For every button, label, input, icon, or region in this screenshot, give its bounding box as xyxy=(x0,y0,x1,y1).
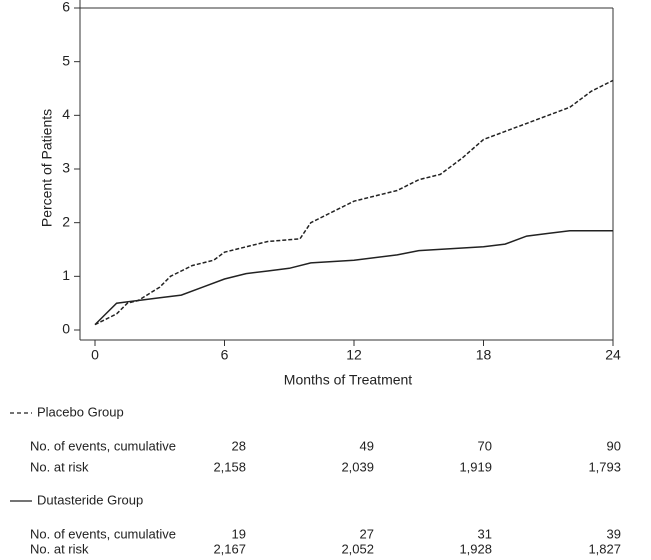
x-tick-label: 0 xyxy=(91,347,99,363)
legend-label: Dutasteride Group xyxy=(37,492,143,507)
row-label: No. at risk xyxy=(30,541,89,556)
table-cell: 19 xyxy=(232,526,246,541)
x-axis-label: Months of Treatment xyxy=(284,372,413,388)
y-tick-label: 0 xyxy=(62,321,70,337)
y-tick-label: 5 xyxy=(62,52,70,68)
y-tick-label: 1 xyxy=(62,267,70,283)
row-label: No. at risk xyxy=(30,459,89,474)
table-cell: 1,919 xyxy=(459,459,492,474)
table-cell: 2,158 xyxy=(213,459,246,474)
table-cell: 39 xyxy=(607,526,621,541)
series-line xyxy=(94,229,613,326)
table-cell: 31 xyxy=(478,526,492,541)
table-cell: 1,827 xyxy=(588,541,621,556)
table-cell: 90 xyxy=(607,438,621,453)
table-cell: 1,793 xyxy=(588,459,621,474)
y-tick-label: 6 xyxy=(62,0,70,15)
y-tick-label: 2 xyxy=(62,213,70,229)
row-label: No. of events, cumulative xyxy=(30,526,176,541)
y-tick-label: 3 xyxy=(62,160,70,176)
table-cell: 49 xyxy=(360,438,374,453)
x-tick-label: 18 xyxy=(476,347,492,363)
table-cell: 2,052 xyxy=(341,541,374,556)
x-tick-label: 12 xyxy=(346,347,362,363)
y-axis-label: Percent of Patients xyxy=(39,109,55,227)
table-cell: 2,167 xyxy=(213,541,246,556)
table-cell: 27 xyxy=(360,526,374,541)
y-tick-label: 4 xyxy=(62,106,70,122)
legend-label: Placebo Group xyxy=(37,404,124,419)
row-label: No. of events, cumulative xyxy=(30,438,176,453)
x-tick-label: 6 xyxy=(221,347,229,363)
table-cell: 1,928 xyxy=(459,541,492,556)
x-tick-label: 24 xyxy=(605,347,621,363)
series-line xyxy=(94,79,614,326)
table-cell: 2,039 xyxy=(341,459,374,474)
table-cell: 28 xyxy=(232,438,246,453)
table-cell: 70 xyxy=(478,438,492,453)
